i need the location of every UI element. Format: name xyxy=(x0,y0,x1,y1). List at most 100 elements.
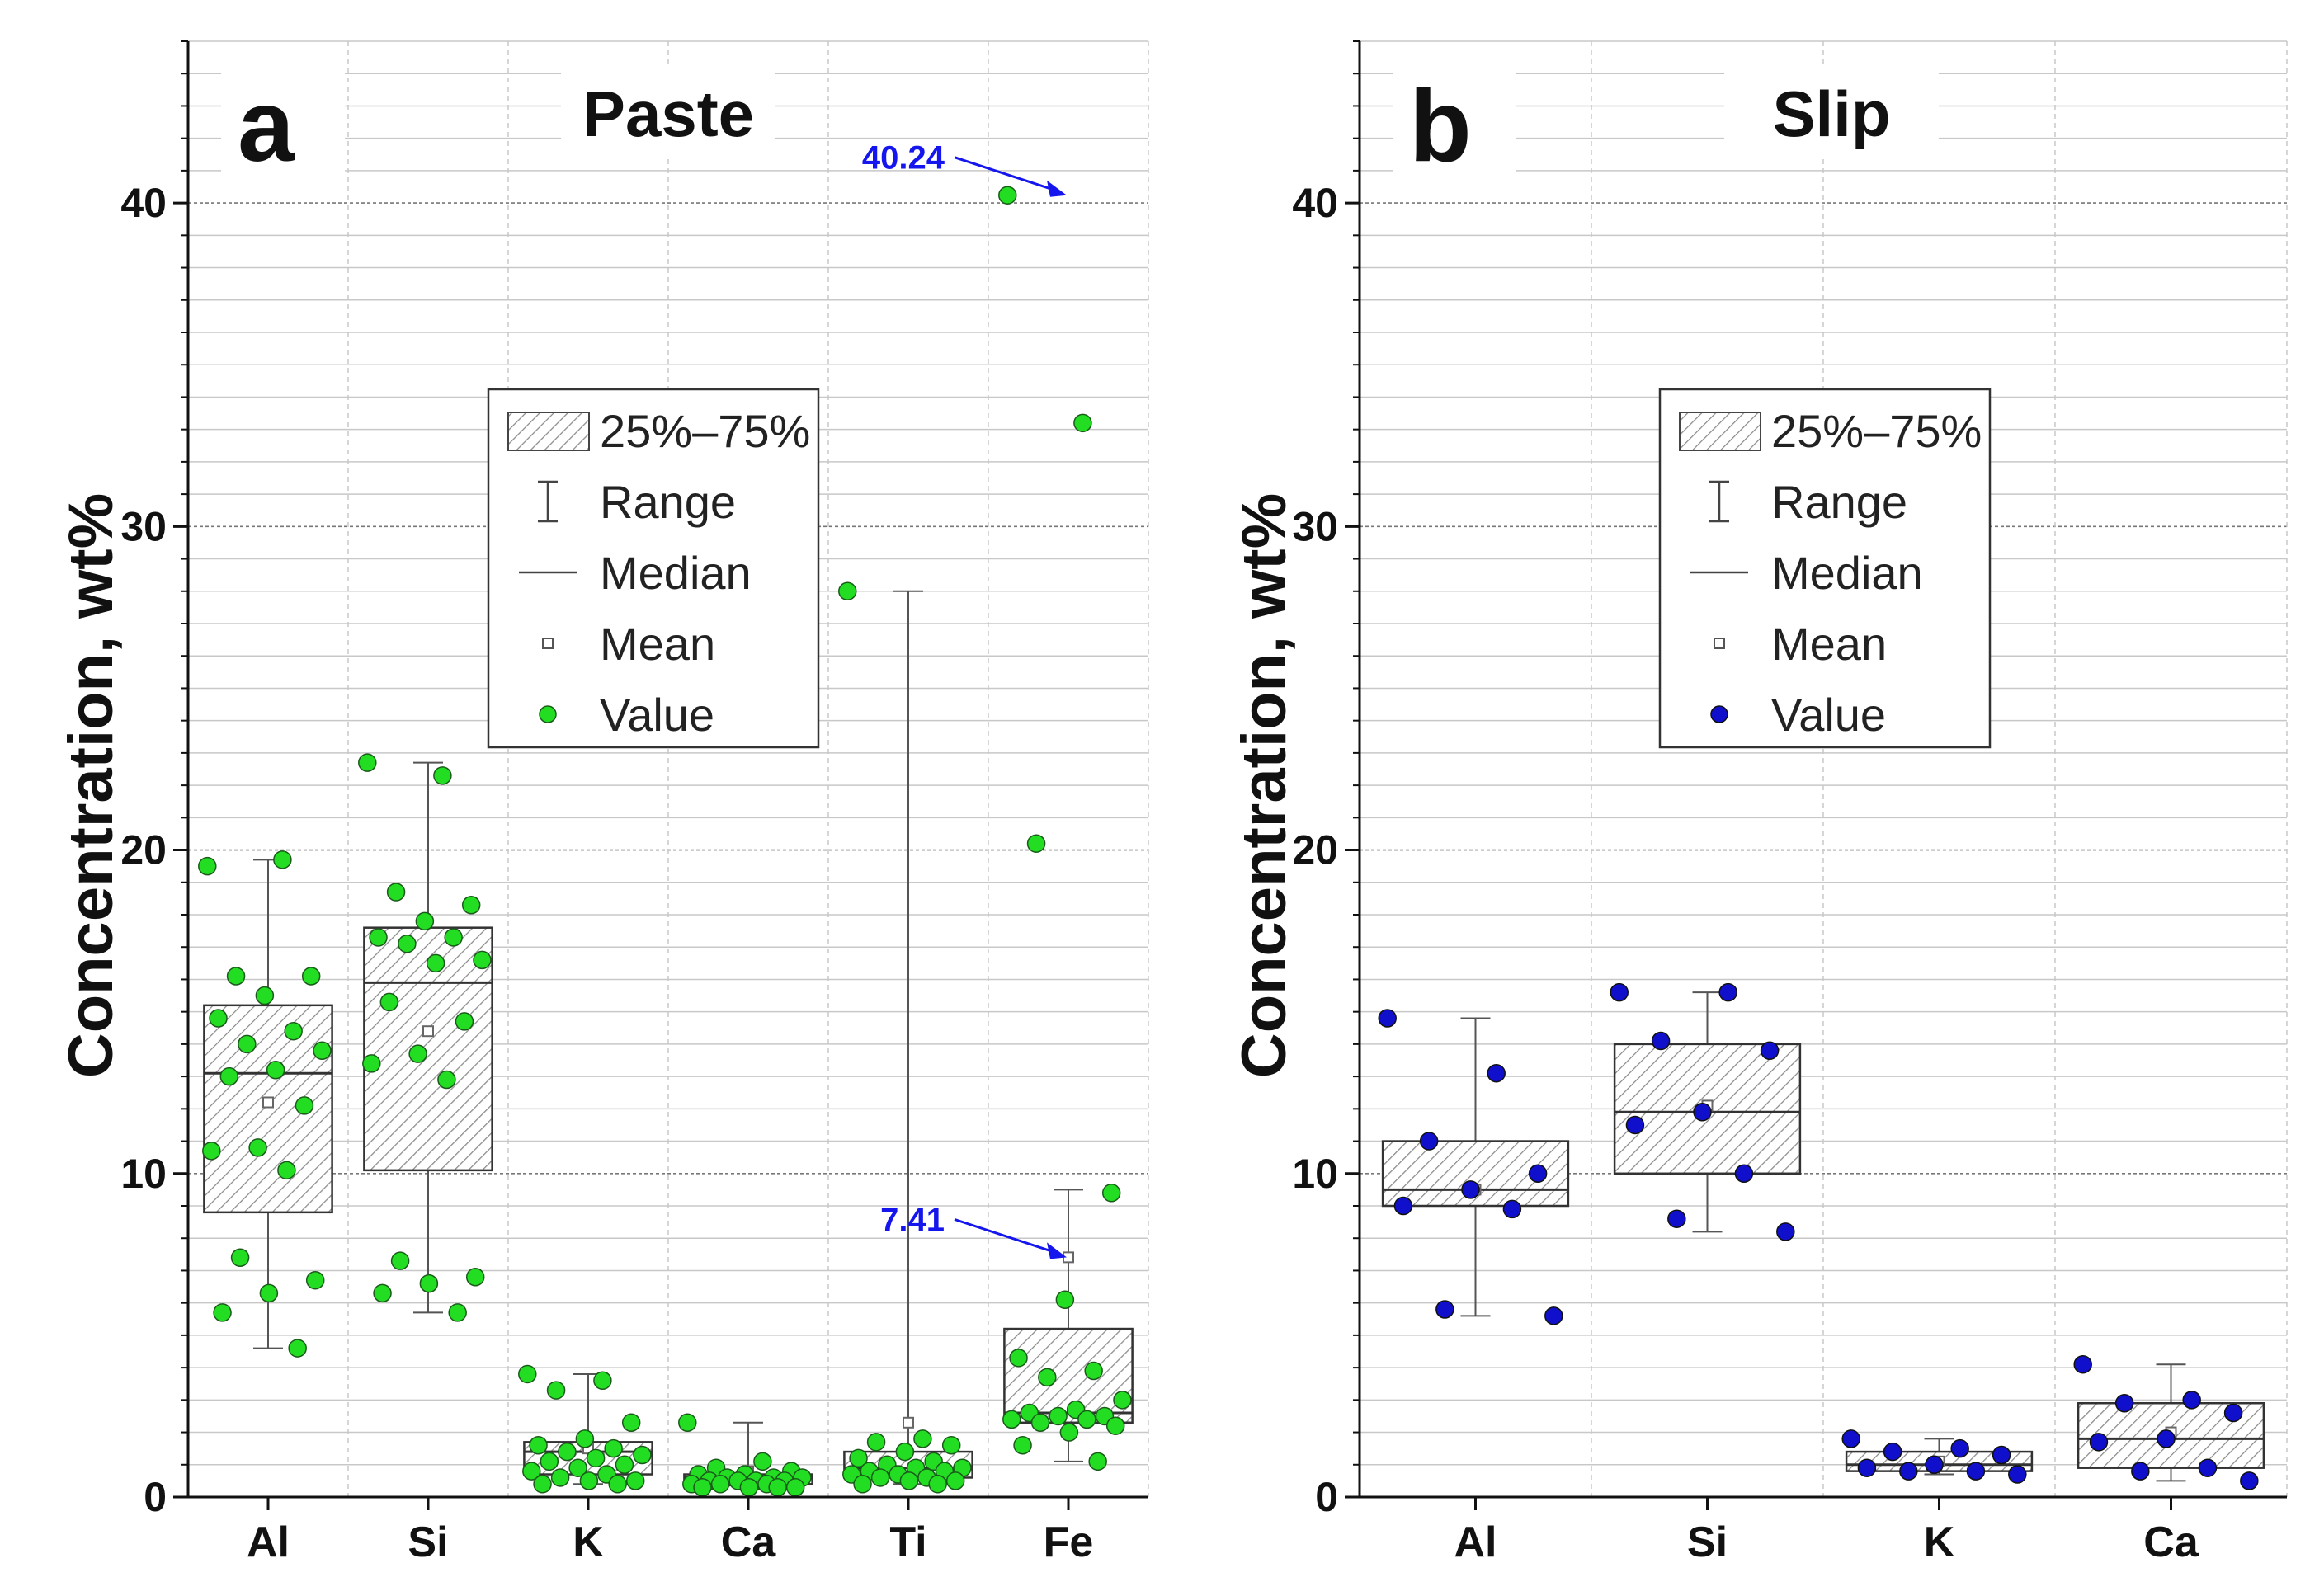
legend-b: 25%–75% Range Median Mean Value xyxy=(1658,388,1992,749)
data-point xyxy=(2157,1429,2176,1448)
legend-value-label: Value xyxy=(600,689,714,741)
data-point xyxy=(455,1012,474,1031)
data-point xyxy=(219,1066,239,1086)
data-point xyxy=(1502,1199,1522,1219)
data-point xyxy=(739,1477,759,1497)
data-point xyxy=(945,1471,965,1490)
data-point xyxy=(1461,1180,1480,1199)
data-point xyxy=(540,1452,559,1471)
legend-median-label: Median xyxy=(600,547,752,599)
data-point xyxy=(899,1471,919,1490)
data-point xyxy=(608,1475,627,1494)
annotation-arrow xyxy=(954,1217,1061,1255)
data-point xyxy=(2073,1354,2092,1374)
data-point xyxy=(1760,1041,1780,1060)
data-point xyxy=(284,1021,303,1041)
y-axis-label-b: Concentration, wt% xyxy=(1229,493,1299,1078)
data-point xyxy=(928,1475,947,1494)
data-point xyxy=(198,856,217,876)
legend-box-swatch xyxy=(1679,412,1761,451)
annotations-a: 40.24 7.41 xyxy=(862,140,1067,1259)
data-point xyxy=(1925,1455,1944,1475)
data-point xyxy=(1009,1349,1028,1368)
data-point xyxy=(1667,1209,1686,1228)
data-point xyxy=(226,967,246,986)
data-point xyxy=(785,1477,805,1497)
data-point xyxy=(621,1413,641,1433)
data-point xyxy=(1026,834,1046,853)
y-tick-label: 10 xyxy=(120,1151,167,1197)
data-point xyxy=(305,1270,325,1290)
mean-marker xyxy=(422,1025,434,1038)
data-point xyxy=(2182,1391,2201,1410)
data-point xyxy=(529,1435,548,1455)
data-point xyxy=(1059,1423,1079,1442)
data-point xyxy=(1105,1416,1125,1435)
data-point xyxy=(625,1471,645,1490)
data-point xyxy=(362,1054,381,1073)
data-point xyxy=(288,1339,307,1358)
data-point xyxy=(1038,1368,1057,1387)
y-tick-label: 20 xyxy=(120,827,167,873)
annotation-arrow xyxy=(954,156,1061,194)
mean-square-icon xyxy=(542,638,554,649)
data-point xyxy=(248,1138,267,1157)
data-point xyxy=(390,1251,410,1270)
panel-a: 0 10 20 30 40 Al Si K Ca Ti Fe 40.24 7.41 Concentr… xyxy=(56,40,1149,1566)
data-point xyxy=(1528,1164,1548,1184)
data-point xyxy=(604,1438,623,1458)
legend-value-label: Value xyxy=(1771,689,1886,741)
y-tick-label: 0 xyxy=(144,1474,167,1520)
data-point xyxy=(415,911,435,931)
data-point xyxy=(615,1455,634,1475)
legend-range-label: Range xyxy=(1771,476,1907,528)
data-point xyxy=(1544,1306,1563,1325)
data-point xyxy=(1899,1462,1918,1481)
data-point xyxy=(373,1283,392,1303)
data-point xyxy=(465,1268,485,1287)
data-point xyxy=(2089,1433,2109,1452)
range-icon xyxy=(538,480,558,523)
data-point xyxy=(849,1448,868,1468)
data-point xyxy=(1077,1410,1096,1429)
panel-b: 0 10 20 30 40 Al Si K Ca Concentration, wt% b S… xyxy=(1229,40,2288,1566)
data-point xyxy=(209,1009,228,1028)
data-point xyxy=(533,1475,552,1494)
data-point xyxy=(586,1448,606,1468)
data-point xyxy=(295,1096,314,1115)
data-point xyxy=(419,1274,439,1293)
grid-a xyxy=(188,40,1149,1497)
data-point xyxy=(838,581,857,601)
legend-a: 25%–75% Range Median Mean Value xyxy=(487,388,820,749)
mean-marker xyxy=(903,1416,914,1429)
y-tick-label: 30 xyxy=(120,503,167,549)
data-point xyxy=(444,928,463,947)
data-point xyxy=(1013,1435,1032,1455)
grid-b xyxy=(1360,40,2288,1497)
data-point xyxy=(678,1413,697,1433)
data-point xyxy=(768,1477,787,1497)
y-tick-label: 40 xyxy=(1292,180,1338,226)
data-point xyxy=(1625,1115,1645,1135)
x-tick-label: Ca xyxy=(2143,1518,2199,1566)
data-point xyxy=(426,953,445,973)
data-point xyxy=(575,1429,595,1448)
data-point xyxy=(1002,1410,1021,1429)
data-point xyxy=(579,1471,599,1490)
data-point xyxy=(522,1462,541,1481)
data-point xyxy=(313,1041,332,1060)
legend-mean-label: Mean xyxy=(1771,618,1887,670)
range-icon xyxy=(1709,480,1729,523)
data-point xyxy=(255,986,275,1005)
data-point xyxy=(853,1475,872,1494)
data-point xyxy=(2008,1465,2027,1484)
panel-title-b: Slip xyxy=(1772,78,1890,150)
data-point xyxy=(1857,1458,1877,1477)
x-tick-label: Si xyxy=(1687,1518,1728,1566)
data-point xyxy=(941,1435,961,1455)
data-point xyxy=(998,186,1017,205)
data-point xyxy=(448,1303,467,1322)
y-tick-label: 0 xyxy=(1315,1474,1338,1520)
x-tick-label: Si xyxy=(408,1518,448,1566)
x-tick-label: Fe xyxy=(1044,1518,1094,1566)
